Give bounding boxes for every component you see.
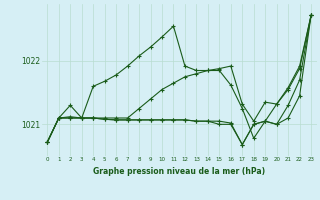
X-axis label: Graphe pression niveau de la mer (hPa): Graphe pression niveau de la mer (hPa)	[93, 167, 265, 176]
